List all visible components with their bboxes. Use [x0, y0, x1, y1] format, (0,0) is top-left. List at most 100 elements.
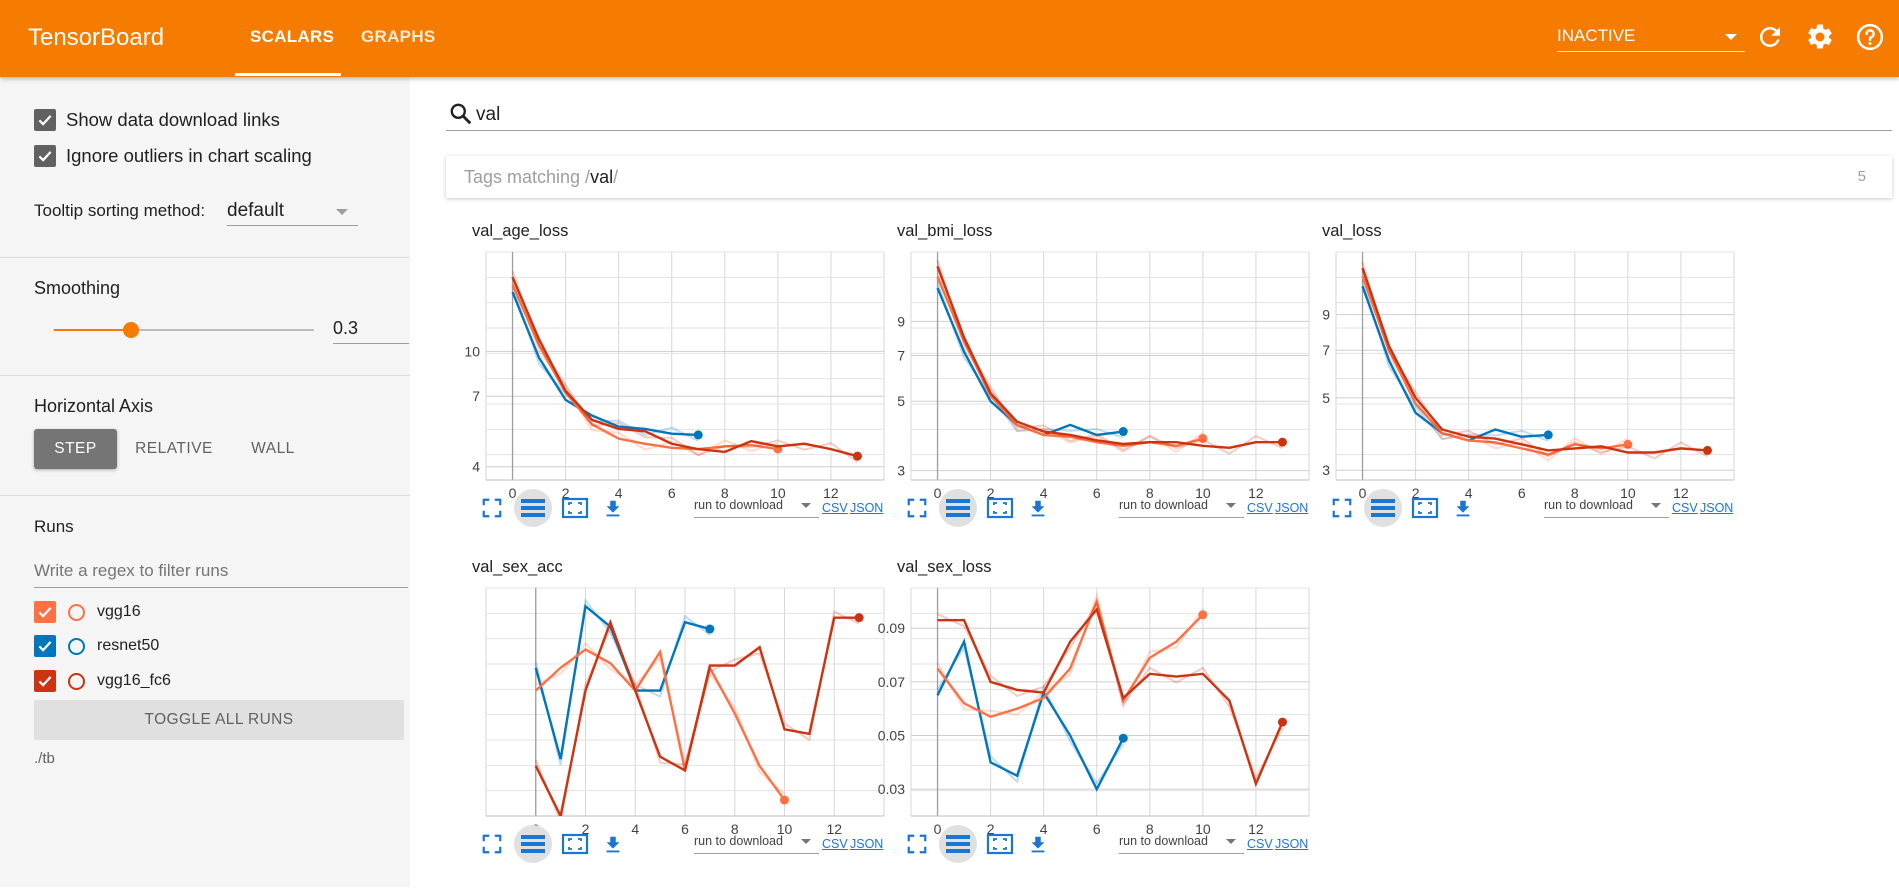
- x-tick-label: 8: [1146, 485, 1154, 501]
- chart-card[interactable]: 0 2 4 6 8 10 12 0.03 0.05 0.07 0.09 val_sex_loss run…: [871, 558, 1310, 888]
- tags-regex: val: [590, 167, 614, 187]
- x-tick-label: 2: [987, 821, 995, 837]
- fit-domain-icon[interactable]: [561, 833, 589, 860]
- chart-plot[interactable]: 0 2 4 6 8 10 12 4 7 10: [446, 222, 886, 552]
- run-row-vgg16-fc6[interactable]: vgg16_fc6: [34, 670, 171, 692]
- axis-wall-button[interactable]: WALL: [251, 440, 295, 457]
- series-line-vgg16: [511, 283, 779, 451]
- x-tick-label: 10: [777, 821, 793, 837]
- axis-relative-button[interactable]: RELATIVE: [135, 440, 213, 457]
- json-download-link[interactable]: JSON: [850, 837, 884, 851]
- fullscreen-icon[interactable]: [906, 497, 928, 524]
- sidebar: Show data download links Ignore outliers…: [0, 77, 410, 887]
- json-download-link[interactable]: JSON: [1275, 837, 1309, 851]
- ignore-outliers-checkbox[interactable]: Ignore outliers in chart scaling: [34, 145, 312, 167]
- log-scale-toggle-icon[interactable]: [939, 489, 977, 527]
- x-tick-label: 0: [509, 485, 517, 501]
- smoothing-slider-track[interactable]: [54, 329, 314, 331]
- brand-title[interactable]: TensorBoard: [28, 24, 165, 51]
- tab-scalars[interactable]: SCALARS: [250, 27, 335, 46]
- run-radio-icon[interactable]: [68, 603, 85, 621]
- help-icon[interactable]: [1855, 22, 1885, 52]
- smoothing-value-input[interactable]: 0.3: [333, 314, 409, 344]
- tags-matching-header[interactable]: Tags matching /val/ 5: [446, 156, 1892, 198]
- fit-domain-icon[interactable]: [986, 497, 1014, 524]
- settings-gear-icon[interactable]: [1805, 22, 1835, 52]
- fullscreen-icon[interactable]: [481, 497, 503, 524]
- smoothing-slider-knob[interactable]: [123, 322, 139, 338]
- run-status-dropdown[interactable]: INACTIVE: [1557, 22, 1745, 52]
- tag-filter-search[interactable]: val: [446, 97, 1892, 131]
- chart-plot[interactable]: 0 2 4 6 8 10 12 0.03 0.05 0.07 0.09: [871, 558, 1311, 888]
- download-icon[interactable]: [602, 497, 624, 526]
- chart-plot[interactable]: 0 2 4 6 8 10 12 3 5 7 9: [1296, 222, 1736, 552]
- csv-download-link[interactable]: CSV: [1247, 501, 1273, 515]
- csv-download-link[interactable]: CSV: [1247, 837, 1273, 851]
- run-row-vgg16[interactable]: vgg16: [34, 601, 141, 623]
- x-tick-label: 12: [823, 485, 839, 501]
- json-download-link[interactable]: JSON: [1700, 501, 1734, 515]
- run-to-download-select[interactable]: run to download: [1119, 496, 1244, 518]
- json-download-link[interactable]: JSON: [850, 501, 884, 515]
- tags-prefix: Tags matching /: [464, 167, 591, 187]
- chart-card[interactable]: 0 2 4 6 8 10 12 3 5 7 9 val_loss run to download CSV J…: [1296, 222, 1735, 552]
- csv-download-link[interactable]: CSV: [1672, 501, 1698, 515]
- fullscreen-icon[interactable]: [906, 833, 928, 860]
- chart-plot[interactable]: 0 2 4 6 8 10 12 3 5 7 9: [871, 222, 1311, 552]
- series-raw-line-vgg16_fc6: [936, 260, 1283, 455]
- runs-filter-input[interactable]: Write a regex to filter runs: [34, 558, 408, 588]
- x-tick-label: 2: [562, 485, 570, 501]
- series-end-point-vgg16: [1198, 610, 1208, 620]
- log-scale-toggle-icon[interactable]: [514, 489, 552, 527]
- fit-domain-icon[interactable]: [561, 497, 589, 524]
- series-line-resnet50: [511, 291, 699, 437]
- series-end-point-vgg16: [1623, 439, 1633, 449]
- run-radio-icon[interactable]: [68, 637, 85, 655]
- x-tick-label: 6: [681, 821, 689, 837]
- download-icon[interactable]: [1452, 497, 1474, 526]
- log-scale-toggle-icon[interactable]: [939, 825, 977, 863]
- y-tick-label: 9: [897, 313, 905, 329]
- log-scale-toggle-icon[interactable]: [1364, 489, 1402, 527]
- run-radio-icon[interactable]: [68, 672, 85, 690]
- fullscreen-icon[interactable]: [1331, 497, 1353, 524]
- checkbox-checked-icon[interactable]: [34, 145, 56, 167]
- toggle-all-runs-button[interactable]: TOGGLE ALL RUNS: [34, 700, 404, 740]
- fit-domain-icon[interactable]: [1411, 497, 1439, 524]
- chart-card[interactable]: 0 2 4 6 8 10 12 3 5 7 9 val_bmi_loss run to download…: [871, 222, 1310, 552]
- run-to-download-select[interactable]: run to download: [694, 496, 819, 518]
- download-icon[interactable]: [602, 833, 624, 862]
- run-to-download-select[interactable]: run to download: [1544, 496, 1669, 518]
- csv-download-link[interactable]: CSV: [822, 837, 848, 851]
- run-checkbox-icon[interactable]: [34, 635, 56, 657]
- download-icon[interactable]: [1027, 497, 1049, 526]
- series-end-point-vgg16: [1198, 434, 1208, 444]
- csv-download-link[interactable]: CSV: [822, 501, 848, 515]
- tab-graphs[interactable]: GRAPHS: [361, 27, 436, 46]
- series-line-resnet50: [1361, 285, 1549, 442]
- series-raw-line-resnet50: [936, 645, 1125, 785]
- run-to-download-select[interactable]: run to download: [694, 832, 819, 854]
- json-download-link[interactable]: JSON: [1275, 501, 1309, 515]
- show-download-links-checkbox[interactable]: Show data download links: [34, 109, 280, 131]
- series-raw-line-resnet50: [511, 285, 699, 442]
- run-to-download-select[interactable]: run to download: [1119, 832, 1244, 854]
- axis-step-button[interactable]: STEP: [34, 429, 117, 469]
- run-row-resnet50[interactable]: resnet50: [34, 635, 159, 657]
- chart-card[interactable]: 0 2 4 6 8 10 12 4 7 10 val_age_loss run to download…: [446, 222, 885, 552]
- download-icon[interactable]: [1027, 833, 1049, 862]
- fit-domain-icon[interactable]: [986, 833, 1014, 860]
- run-checkbox-icon[interactable]: [34, 670, 56, 692]
- tooltip-sorting-dropdown[interactable]: default: [227, 196, 358, 226]
- checkbox-checked-icon[interactable]: [34, 109, 56, 131]
- x-tick-label: 10: [770, 485, 786, 501]
- fullscreen-icon[interactable]: [481, 833, 503, 860]
- run-checkbox-icon[interactable]: [34, 601, 56, 623]
- y-tick-label: 0.05: [878, 728, 905, 744]
- log-scale-toggle-icon[interactable]: [514, 825, 552, 863]
- tags-suffix: /: [613, 167, 619, 187]
- x-tick-label: 6: [1093, 485, 1101, 501]
- refresh-icon[interactable]: [1755, 22, 1785, 52]
